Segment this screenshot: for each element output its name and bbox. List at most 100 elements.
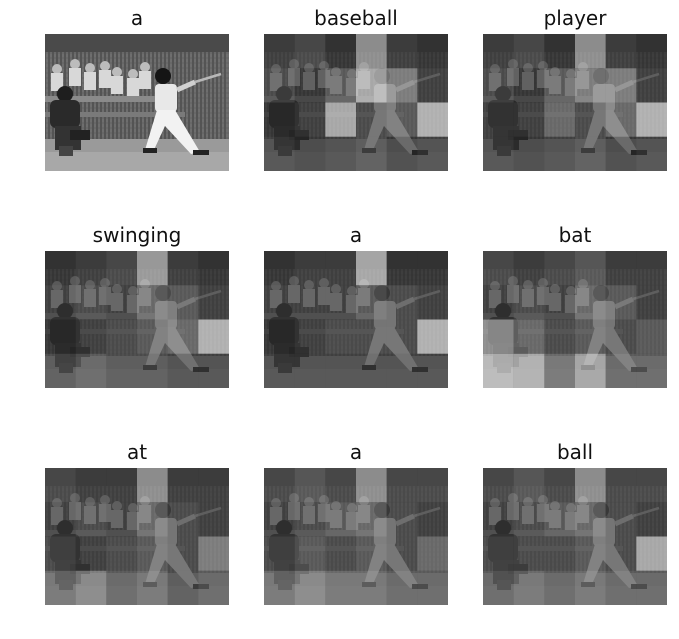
attention-block bbox=[294, 353, 326, 388]
attention-block bbox=[325, 536, 356, 571]
attention-block bbox=[294, 102, 326, 137]
attention-block bbox=[356, 136, 387, 171]
baseball-photo-attention bbox=[45, 468, 229, 605]
attention-block bbox=[356, 102, 387, 137]
attention-block bbox=[483, 34, 514, 69]
attention-block bbox=[483, 102, 514, 137]
attention-block bbox=[575, 468, 606, 503]
attention-block bbox=[386, 136, 418, 171]
attention-block bbox=[356, 319, 387, 354]
attention-block bbox=[264, 285, 295, 320]
attention-block bbox=[544, 34, 575, 69]
attention-block bbox=[544, 102, 575, 137]
attention-block bbox=[513, 251, 545, 286]
attention-block bbox=[45, 468, 76, 503]
attention-block bbox=[575, 319, 606, 354]
attention-block bbox=[356, 536, 387, 571]
attention-block bbox=[417, 34, 448, 69]
attention-block bbox=[106, 536, 137, 571]
attention-block bbox=[264, 502, 295, 537]
attention-block bbox=[356, 570, 387, 605]
attention-block bbox=[386, 502, 418, 537]
attention-block bbox=[45, 570, 76, 605]
attention-block bbox=[75, 570, 107, 605]
attention-block bbox=[45, 353, 76, 388]
attention-block bbox=[544, 285, 575, 320]
panel-title: swinging bbox=[92, 223, 182, 247]
attention-block bbox=[605, 136, 637, 171]
attention-block bbox=[137, 468, 168, 503]
attention-block bbox=[356, 285, 387, 320]
attention-block bbox=[167, 570, 199, 605]
panel-title: a bbox=[349, 223, 363, 247]
attention-block bbox=[75, 353, 107, 388]
attention-block bbox=[386, 102, 418, 137]
panel-title: ball bbox=[556, 440, 594, 464]
attention-block bbox=[106, 319, 137, 354]
attention-block bbox=[386, 319, 418, 354]
attention-block bbox=[137, 536, 168, 571]
attention-block bbox=[513, 502, 545, 537]
attention-block bbox=[605, 68, 637, 103]
attention-block bbox=[483, 285, 514, 320]
attention-block bbox=[325, 102, 356, 137]
attention-block bbox=[575, 251, 606, 286]
attention-block bbox=[264, 536, 295, 571]
attention-block bbox=[325, 34, 356, 69]
attention-block bbox=[294, 319, 326, 354]
attention-block bbox=[45, 285, 76, 320]
attention-block bbox=[75, 502, 107, 537]
attention-block bbox=[137, 353, 168, 388]
attention-block bbox=[198, 570, 229, 605]
attention-block bbox=[575, 102, 606, 137]
attention-block bbox=[198, 285, 229, 320]
attention-block bbox=[483, 570, 514, 605]
attention-block bbox=[45, 251, 76, 286]
attention-block bbox=[325, 570, 356, 605]
attention-block bbox=[386, 353, 418, 388]
attention-block bbox=[605, 468, 637, 503]
attention-block bbox=[544, 502, 575, 537]
attention-block bbox=[417, 502, 448, 537]
attention-block bbox=[106, 285, 137, 320]
attention-block bbox=[636, 319, 667, 354]
attention-block bbox=[417, 319, 448, 354]
attention-block bbox=[106, 468, 137, 503]
attention-block bbox=[417, 353, 448, 388]
panel-title: a bbox=[130, 6, 144, 30]
attention-block bbox=[198, 468, 229, 503]
attention-block bbox=[137, 502, 168, 537]
attention-block bbox=[417, 536, 448, 571]
attention-block bbox=[198, 319, 229, 354]
attention-block bbox=[575, 136, 606, 171]
attention-block bbox=[198, 536, 229, 571]
attention-block bbox=[106, 502, 137, 537]
attention-block bbox=[575, 570, 606, 605]
attention-block bbox=[325, 353, 356, 388]
attention-block bbox=[483, 319, 514, 354]
attention-block bbox=[483, 502, 514, 537]
attention-block bbox=[106, 353, 137, 388]
attention-block bbox=[483, 468, 514, 503]
attention-block bbox=[45, 502, 76, 537]
attention-block bbox=[417, 285, 448, 320]
baseball-photo-attention bbox=[45, 251, 229, 388]
attention-block bbox=[325, 502, 356, 537]
attention-block bbox=[167, 468, 199, 503]
attention-block bbox=[605, 570, 637, 605]
attention-block bbox=[264, 570, 295, 605]
attention-block bbox=[513, 285, 545, 320]
attention-block bbox=[636, 536, 667, 571]
attention-block bbox=[513, 136, 545, 171]
attention-block bbox=[167, 353, 199, 388]
attention-block bbox=[264, 319, 295, 354]
attention-block bbox=[575, 502, 606, 537]
attention-block bbox=[386, 570, 418, 605]
attention-block bbox=[605, 502, 637, 537]
attention-block bbox=[417, 570, 448, 605]
attention-block bbox=[544, 570, 575, 605]
attention-block bbox=[417, 136, 448, 171]
baseball-photo-attention bbox=[45, 34, 229, 171]
attention-block bbox=[513, 468, 545, 503]
attention-block bbox=[294, 68, 326, 103]
